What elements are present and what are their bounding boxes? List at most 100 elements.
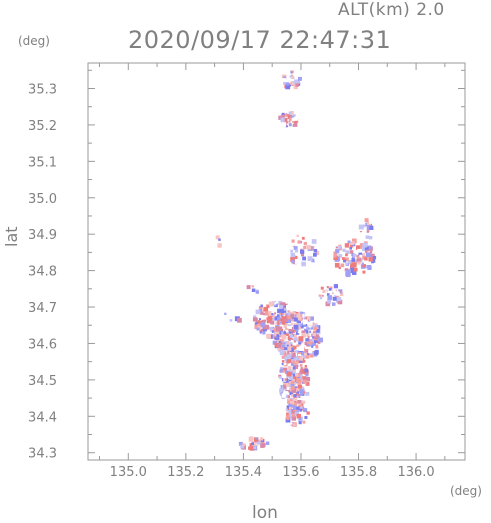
echo-cell	[291, 78, 295, 81]
echo-cell	[321, 294, 324, 297]
echo-cell	[298, 404, 301, 407]
altitude-label: ALT(km) 2.0	[338, 0, 445, 20]
echo-cell	[294, 350, 298, 353]
echo-cell	[338, 253, 343, 258]
echo-cell	[337, 297, 342, 301]
echo-cell	[281, 331, 285, 335]
echo-cell	[295, 328, 299, 333]
echo-cell	[237, 317, 242, 323]
echo-cell	[296, 413, 301, 419]
echo-cell	[271, 301, 277, 306]
echo-cell	[288, 375, 294, 380]
echo-cell	[305, 381, 310, 386]
echo-cell	[328, 288, 332, 291]
echo-cell	[290, 386, 295, 390]
echo-cell	[333, 254, 337, 258]
echo-cell	[280, 347, 283, 350]
echo-cell	[327, 295, 333, 300]
echo-cell	[280, 117, 285, 122]
echo-cell	[313, 351, 319, 356]
y-axis-unit: (deg)	[18, 34, 50, 48]
echo-cell	[303, 408, 308, 413]
echo-cell	[334, 262, 340, 268]
echo-cell	[297, 330, 301, 334]
echo-cell	[313, 249, 318, 253]
echo-cell	[251, 442, 254, 445]
echo-cell	[366, 230, 369, 233]
echo-cell	[343, 259, 347, 263]
echo-cell	[287, 397, 290, 401]
echo-cell	[305, 355, 310, 359]
echo-cell	[253, 443, 257, 447]
echo-cell	[253, 315, 257, 319]
echo-cell	[282, 399, 287, 404]
echo-cell	[251, 288, 256, 292]
echo-cell	[281, 355, 285, 359]
echo-cell	[322, 289, 326, 294]
echo-cell	[281, 334, 287, 340]
y-tick-label: 34.3	[28, 447, 57, 462]
echo-cell	[291, 118, 295, 122]
echo-cell	[285, 373, 288, 377]
echo-cell	[274, 316, 279, 321]
echo-cell	[272, 340, 277, 345]
echo-cell	[365, 235, 370, 239]
echo-cell	[362, 270, 366, 274]
echo-cell	[238, 441, 243, 446]
echo-cell	[345, 272, 351, 277]
echo-cell	[283, 353, 287, 357]
echo-cell	[287, 319, 292, 323]
echo-cell	[283, 318, 286, 321]
echo-cell	[279, 388, 283, 393]
echo-cell	[335, 246, 338, 249]
echo-cell	[288, 117, 292, 121]
echo-cell	[285, 122, 289, 126]
echo-cell	[286, 405, 290, 409]
echo-cell	[296, 234, 299, 237]
echo-cell	[294, 259, 300, 264]
echo-cell	[311, 345, 314, 348]
echo-cell	[282, 369, 286, 373]
echo-cell	[291, 358, 295, 363]
echo-cell	[351, 262, 357, 268]
echo-cell	[279, 348, 284, 353]
echo-cell	[289, 75, 292, 78]
echo-cell	[299, 408, 303, 412]
echo-cell	[276, 323, 279, 327]
y-tick-label: 35.0	[28, 192, 57, 207]
axis-ticks	[88, 63, 465, 460]
echo-cell	[344, 257, 349, 262]
echo-cell	[333, 284, 338, 289]
echo-cell	[254, 324, 259, 330]
echo-cell	[361, 262, 364, 265]
echo-cell	[285, 383, 289, 387]
echo-cell	[313, 252, 317, 257]
echo-cell	[303, 242, 307, 246]
echo-cell	[333, 251, 338, 256]
echo-cell	[285, 414, 290, 419]
echo-cell	[249, 446, 255, 451]
x-tick-label: 136.0	[397, 465, 434, 480]
echo-cell	[273, 328, 277, 332]
echo-cell	[276, 314, 280, 318]
echo-cell	[293, 346, 297, 350]
echo-cell	[299, 417, 302, 421]
echo-cell	[344, 243, 350, 248]
echo-cell	[367, 265, 372, 270]
echo-cell	[271, 314, 276, 318]
x-axis-unit: (deg)	[450, 484, 482, 498]
echo-cell	[281, 344, 285, 349]
echo-cell	[305, 377, 311, 382]
echo-cell	[280, 366, 284, 371]
echo-cell	[305, 349, 310, 354]
timestamp-title: 2020/09/17 22:47:31	[128, 26, 392, 54]
echo-cell	[284, 378, 287, 381]
echo-cell	[266, 304, 270, 308]
echo-cell	[352, 238, 357, 244]
echo-cell	[353, 253, 357, 257]
echo-cell	[286, 413, 289, 416]
echo-cell	[246, 285, 251, 290]
echo-cell	[340, 263, 345, 268]
echo-cell	[351, 258, 356, 262]
echo-cell	[261, 319, 266, 324]
